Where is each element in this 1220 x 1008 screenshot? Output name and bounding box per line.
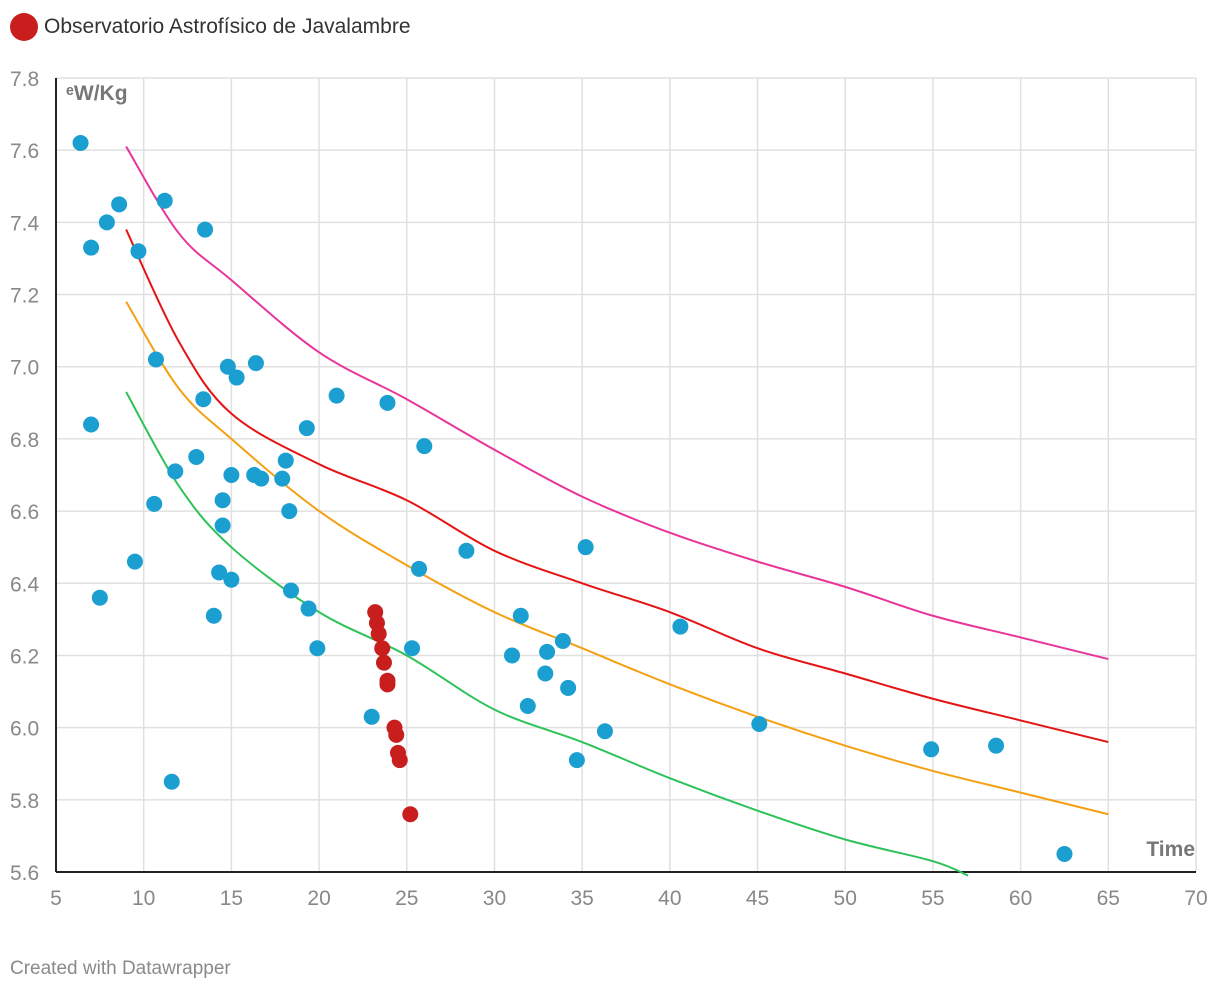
data-point: [281, 503, 298, 520]
x-tick-label: 60: [1009, 887, 1032, 910]
x-tick-label: 5: [50, 887, 62, 910]
javalambre-data-point: [379, 676, 396, 693]
y-tick-label: 7.6: [10, 140, 39, 163]
y-tick-label: 6.0: [10, 718, 39, 741]
scatter-chart: 5.6 5.8 6.0 6.2 6.4 6.6 6.8 7.0 7.2 7.4 7.6 7.8 5 10 1…: [10, 68, 1208, 910]
legend-label: Observatorio Astrofísico de Javalambre: [44, 15, 411, 38]
data-point: [91, 589, 108, 606]
x-tick-label: 55: [921, 887, 944, 910]
x-axis-title: Time: [1146, 838, 1195, 861]
data-point: [146, 495, 163, 512]
y-tick-label: 6.4: [10, 573, 40, 596]
data-point: [163, 773, 180, 790]
data-point: [363, 708, 380, 725]
y-tick-label: 6.6: [10, 501, 39, 524]
x-tick-label: 25: [395, 887, 418, 910]
data-point: [111, 196, 128, 213]
data-point: [519, 697, 536, 714]
data-point: [156, 192, 173, 209]
data-point: [554, 633, 571, 650]
trend-curve-orange: [125, 301, 1109, 816]
data-point: [83, 239, 100, 256]
data-point: [411, 560, 428, 577]
data-point: [247, 355, 264, 372]
x-tick-label: 70: [1184, 887, 1207, 910]
javalambre-data-point: [374, 640, 391, 657]
x-tick-label: 10: [132, 887, 155, 910]
data-point: [404, 640, 421, 657]
data-point: [130, 243, 147, 260]
data-point: [416, 438, 433, 455]
javalambre-data-point: [375, 654, 392, 671]
trend-curve-green: [125, 391, 969, 877]
data-point: [197, 221, 214, 238]
javalambre-data-point: [391, 752, 408, 769]
data-point: [309, 640, 326, 657]
y-tick-label: 7.2: [10, 285, 39, 308]
data-point: [283, 582, 300, 599]
data-point: [458, 542, 475, 559]
data-point: [167, 463, 184, 480]
data-point: [83, 416, 100, 433]
y-tick-label: 5.8: [10, 790, 39, 813]
data-point: [379, 394, 396, 411]
data-point: [568, 752, 585, 769]
data-point: [504, 647, 520, 664]
data-point: [274, 470, 291, 487]
data-point: [195, 391, 212, 408]
data-point: [223, 571, 240, 588]
data-point: [577, 539, 594, 556]
data-point: [214, 492, 231, 509]
y-tick-label: 7.4: [10, 212, 40, 235]
data-point: [596, 723, 613, 740]
x-tick-label: 15: [220, 887, 243, 910]
data-point: [672, 618, 689, 635]
data-point: [988, 737, 1005, 754]
y-tick-label: 6.2: [10, 645, 39, 668]
data-point: [253, 470, 270, 487]
y-tick-label: 6.8: [10, 429, 39, 452]
data-point: [539, 643, 556, 660]
legend: Observatorio Astrofísico de Javalambre: [10, 12, 411, 42]
x-tick-label: 20: [307, 887, 330, 910]
javalambre-data-point: [402, 806, 419, 823]
y-tick-label: 7.8: [10, 68, 39, 91]
x-tick-label: 45: [746, 887, 769, 910]
data-point: [277, 452, 294, 469]
data-point: [214, 517, 231, 534]
data-point: [298, 420, 315, 437]
x-tick-label: 40: [658, 887, 681, 910]
x-tick-label: 35: [570, 887, 593, 910]
data-point: [228, 369, 245, 386]
x-tick-label: 50: [834, 887, 857, 910]
legend-marker: [10, 13, 38, 41]
data-point: [751, 716, 768, 733]
data-point: [98, 214, 115, 231]
data-point: [211, 564, 228, 581]
x-tick-label: 30: [483, 887, 506, 910]
data-point: [72, 134, 89, 151]
x-tick-label: 65: [1097, 887, 1120, 910]
data-point: [147, 351, 164, 368]
data-point: [512, 607, 529, 624]
data-point: [223, 467, 240, 483]
data-point: [188, 448, 205, 465]
data-point: [205, 607, 222, 624]
data-point: [328, 387, 345, 404]
y-tick-label: 5.6: [10, 862, 39, 885]
data-point: [923, 741, 940, 758]
data-point: [126, 553, 143, 570]
y-tick-label: 7.0: [10, 357, 39, 380]
data-point: [219, 358, 236, 375]
javalambre-data-point: [370, 625, 387, 642]
javalambre-data-point: [388, 726, 405, 743]
data-point: [560, 679, 577, 696]
data-point: [1056, 845, 1073, 862]
y-axis-title: ᵉW/Kg: [66, 82, 128, 105]
data-point: [300, 600, 317, 617]
trend-curve-red: [125, 229, 1109, 744]
trend-curve-pink: [125, 146, 1109, 661]
footer-credit: Created with Datawrapper: [10, 958, 231, 979]
data-point: [537, 665, 554, 682]
